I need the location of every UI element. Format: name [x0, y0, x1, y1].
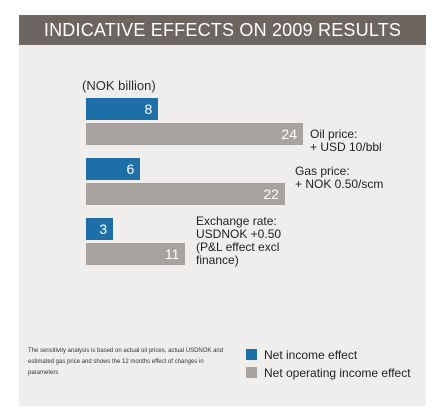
bar-net-operating-income-2: 22	[86, 183, 285, 205]
category-label-2: Gas price: + NOK 0.50/scm	[295, 164, 384, 191]
bar-net-operating-income-3: 11	[86, 243, 186, 265]
chart-title: INDICATIVE EFFECTS ON 2009 RESULTS	[19, 15, 426, 45]
bar-net-income-3: 3	[86, 218, 114, 240]
category-label-3: Exchange rate: USDNOK +0.50 (P&L effect …	[196, 214, 282, 267]
footnote: The sensitivity analysis is based on act…	[28, 348, 224, 376]
category-label-1: Oil price: + USD 10/bbl	[310, 127, 382, 154]
bar-net-income-2: 6	[86, 158, 141, 180]
unit-label: (NOK billion)	[82, 78, 156, 93]
bar-net-income-1: 8	[86, 98, 159, 120]
legend-label-net-income: Net income effect	[264, 348, 358, 362]
chart-panel	[19, 15, 426, 406]
legend-label-net-operating-income: Net operating income effect	[264, 366, 411, 380]
legend-swatch-net-operating-income	[246, 367, 257, 378]
bar-net-operating-income-1: 24	[86, 123, 303, 145]
legend-swatch-net-income	[246, 349, 257, 360]
